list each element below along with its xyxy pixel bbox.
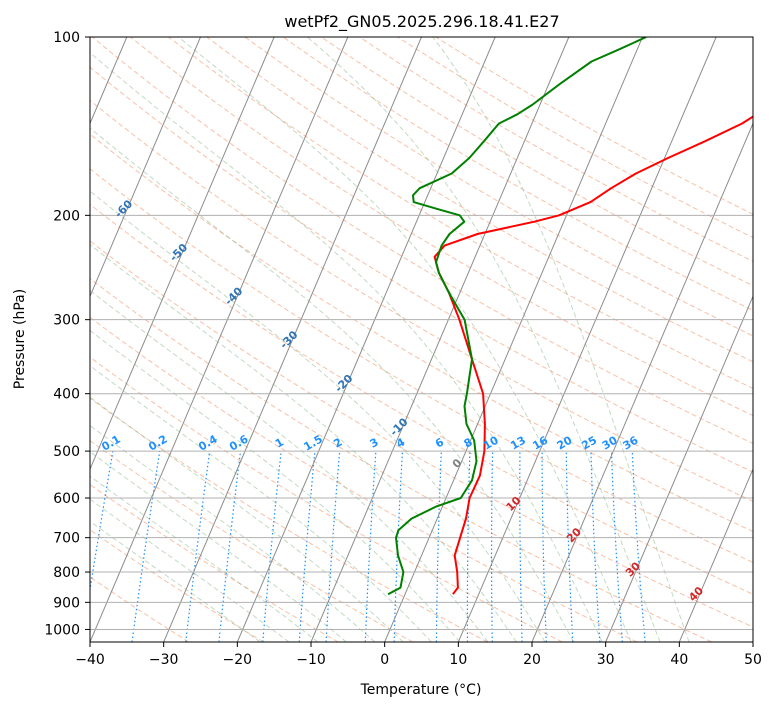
profile-lines bbox=[387, 37, 753, 596]
dewpoint-profile-line bbox=[387, 37, 647, 596]
moist-adiabat-line bbox=[90, 329, 461, 642]
y-tick-label: 1000 bbox=[44, 622, 80, 638]
dry-adiabat-line bbox=[244, 37, 753, 337]
x-tick-label: −20 bbox=[223, 652, 253, 668]
moist-adiabat-line bbox=[90, 451, 347, 642]
isotherm-line bbox=[90, 37, 201, 298]
y-tick-label: 300 bbox=[53, 313, 80, 329]
x-tick-label: 50 bbox=[744, 652, 762, 668]
mixing-ratio-line bbox=[631, 451, 646, 642]
chart-title: wetPf2_GN05.2025.296.18.41.E27 bbox=[284, 12, 559, 32]
moist-adiabat-line bbox=[90, 289, 489, 642]
x-tick-label: −40 bbox=[75, 652, 105, 668]
mixing-ratio-line bbox=[218, 451, 242, 642]
dry-adiabat-line bbox=[90, 529, 264, 642]
moist-adiabat-line bbox=[90, 52, 603, 642]
dry-adiabat-line bbox=[90, 133, 753, 533]
x-tick-label: 0 bbox=[380, 652, 389, 668]
dry-adiabat-line bbox=[168, 37, 753, 389]
x-tick-label: 30 bbox=[597, 652, 615, 668]
dry-adiabat-line bbox=[90, 397, 488, 642]
y-tick-label: 200 bbox=[53, 208, 80, 224]
y-tick-label: 400 bbox=[53, 387, 80, 403]
isotherm-line bbox=[384, 37, 643, 642]
mixing-ratio-line bbox=[262, 451, 282, 642]
y-axis-title: Pressure (hPa) bbox=[12, 289, 28, 389]
y-tick-label: 500 bbox=[53, 444, 80, 460]
isotherm-line bbox=[90, 37, 275, 471]
y-axis: 1000 900 800 700 600 500 400 300 200 100 bbox=[44, 30, 90, 638]
isotherm-line bbox=[531, 122, 753, 642]
isotherm-line bbox=[310, 37, 570, 642]
moist-adiabat-line bbox=[178, 37, 632, 642]
dry-adiabat-line bbox=[90, 483, 339, 642]
background-lines bbox=[90, 37, 753, 642]
isotherm-line bbox=[678, 467, 753, 642]
moist-adiabat-line bbox=[432, 37, 690, 642]
y-tick-label: 900 bbox=[53, 595, 80, 611]
x-axis: −40 −30 −20 −10 0 10 20 30 40 50 bbox=[75, 642, 762, 668]
isotherm-line bbox=[457, 37, 717, 642]
dry-adiabat-line bbox=[90, 240, 753, 628]
x-axis-title: Temperature (°C) bbox=[360, 682, 482, 698]
moist-adiabat-line bbox=[90, 424, 376, 642]
x-tick-label: −30 bbox=[149, 652, 179, 668]
dry-adiabat-line bbox=[206, 37, 753, 363]
dry-adiabat-line bbox=[90, 66, 753, 473]
dry-adiabat-line bbox=[90, 356, 563, 642]
moist-adiabat-line bbox=[90, 190, 546, 642]
moist-adiabat-line bbox=[307, 37, 661, 642]
dry-adiabat-line bbox=[90, 168, 753, 563]
moist-adiabat-line bbox=[90, 365, 432, 642]
mixing-ratio-line bbox=[90, 450, 114, 594]
y-tick-label: 100 bbox=[53, 30, 80, 46]
moist-adiabat-line bbox=[90, 520, 261, 642]
grid-lines bbox=[90, 37, 753, 642]
x-tick-label: 10 bbox=[449, 652, 467, 668]
x-tick-label: 20 bbox=[523, 652, 541, 668]
mixing-ratio-line bbox=[185, 451, 211, 642]
dry-adiabat-line bbox=[90, 203, 753, 595]
x-tick-label: 40 bbox=[670, 652, 688, 668]
plot-frame bbox=[89, 36, 754, 643]
moist-adiabat-line bbox=[90, 396, 404, 642]
moist-adiabat-line bbox=[90, 243, 517, 642]
y-tick-label: 600 bbox=[53, 491, 80, 507]
isotherm-line bbox=[236, 37, 496, 642]
dry-adiabat-line bbox=[90, 278, 712, 642]
isotherm-line bbox=[90, 37, 349, 642]
x-tick-label: −10 bbox=[296, 652, 326, 668]
y-tick-label: 700 bbox=[53, 531, 80, 547]
isotherm-line bbox=[163, 37, 422, 642]
mixing-ratio-line bbox=[298, 451, 316, 642]
moist-adiabat-line bbox=[90, 127, 575, 642]
dry-adiabat-line bbox=[282, 37, 753, 312]
y-tick-label: 800 bbox=[53, 565, 80, 581]
dry-adiabat-line bbox=[90, 99, 753, 502]
isotherm-line bbox=[605, 295, 753, 642]
